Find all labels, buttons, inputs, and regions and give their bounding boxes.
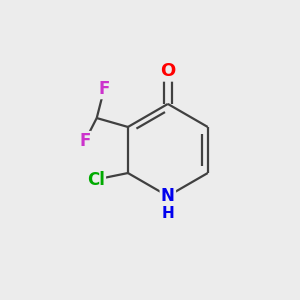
Text: F: F bbox=[79, 132, 91, 150]
Text: H: H bbox=[161, 206, 174, 221]
Text: F: F bbox=[98, 80, 110, 98]
Text: O: O bbox=[160, 62, 176, 80]
Text: N: N bbox=[161, 187, 175, 205]
Text: Cl: Cl bbox=[87, 171, 105, 189]
